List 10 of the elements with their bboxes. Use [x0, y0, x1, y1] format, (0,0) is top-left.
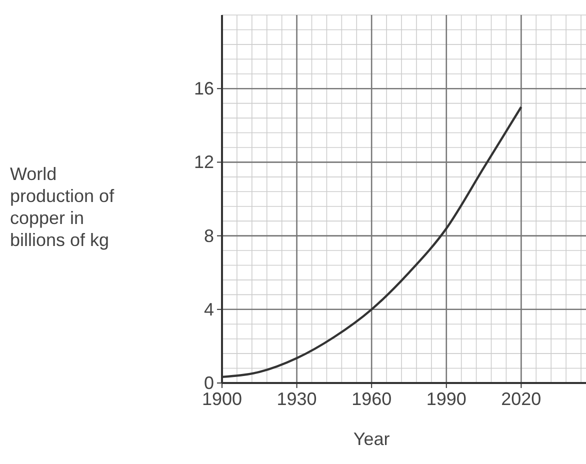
x-tick-label: 1960 — [352, 389, 392, 409]
x-tick-label: 1990 — [426, 389, 466, 409]
y-tick-label: 8 — [204, 226, 214, 246]
x-tick-label: 2020 — [501, 389, 542, 409]
y-tick-label: 12 — [194, 152, 214, 172]
y-tick-label: 4 — [204, 299, 214, 320]
x-axis-title: Year — [353, 429, 390, 449]
y-tick-label: 16 — [194, 78, 214, 99]
x-tick-label: 1930 — [276, 389, 317, 409]
y-axis-title: World production of copper in billions of kg — [10, 164, 116, 250]
